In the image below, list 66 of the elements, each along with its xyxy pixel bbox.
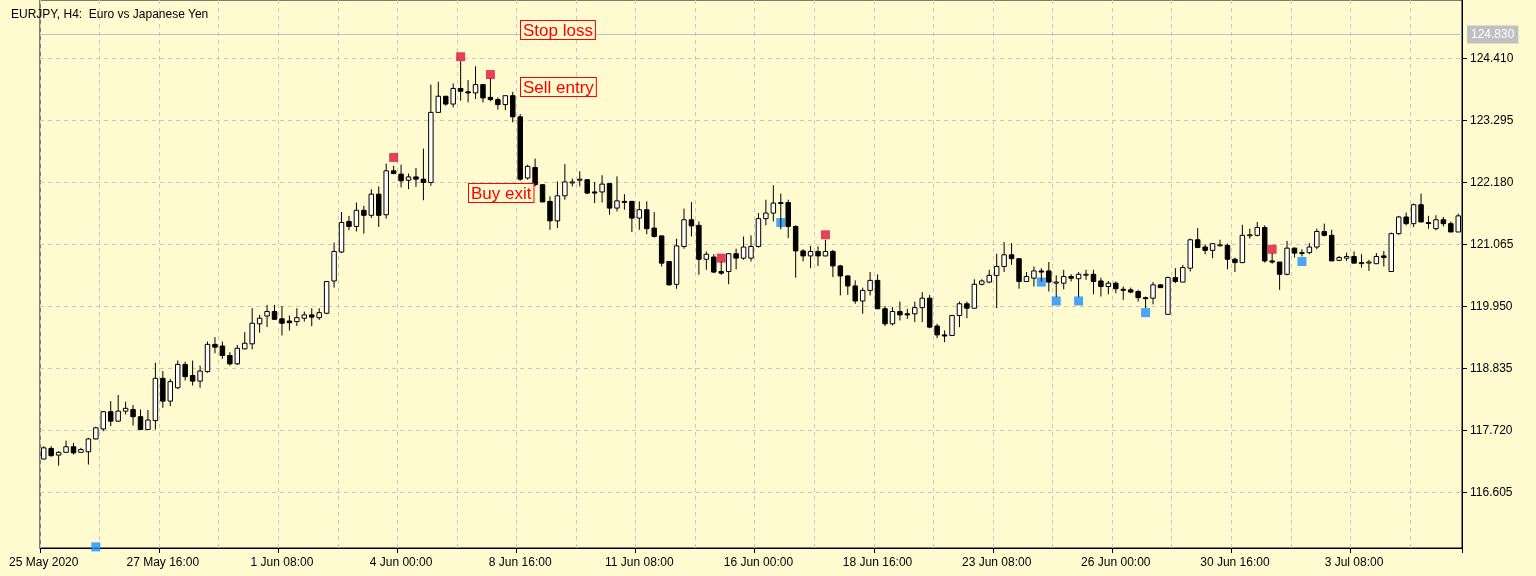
candlestick — [889, 306, 896, 326]
point — [820, 230, 830, 240]
y-tick-label: 116.605 — [1470, 485, 1513, 500]
point — [1267, 244, 1277, 254]
x-tick-label: 8 Jun 16:00 — [488, 555, 552, 569]
candlestick — [547, 195, 553, 231]
annotation: Stop loss — [523, 21, 593, 40]
x-tick-label: 1 Jun 08:00 — [250, 555, 314, 569]
x-tick-label: 26 Jun 00:00 — [1081, 555, 1151, 569]
point — [1141, 308, 1151, 318]
y-tick-label: 123.295 — [1470, 112, 1514, 127]
x-tick-label: 16 Jun 00:00 — [723, 555, 794, 569]
candlestick — [748, 234, 754, 262]
candlestick — [353, 202, 360, 232]
text: EURJPY, H4: Euro vs Japanese Yen — [11, 7, 209, 21]
x-tick-label: 4 Jun 00:00 — [369, 555, 433, 569]
candlestick — [413, 167, 419, 188]
point — [1036, 277, 1046, 287]
candlestick — [882, 305, 888, 327]
point — [716, 253, 726, 263]
candlestick — [1276, 261, 1283, 291]
candlestick — [1016, 258, 1022, 290]
x-tick-label: 18 Jun 16:00 — [842, 555, 913, 569]
candlestick — [1090, 269, 1097, 295]
candlestick — [212, 336, 218, 354]
annotation: Buy exit — [471, 184, 532, 203]
point — [485, 70, 495, 80]
candlestick — [1224, 243, 1231, 270]
candlestick — [420, 148, 427, 201]
annotation: Sell entry — [523, 78, 595, 97]
y-tick-label: 124.410 — [1470, 50, 1514, 65]
candlestick — [264, 304, 270, 328]
y-tick-label: 118.835 — [1470, 361, 1513, 376]
candlestick — [472, 65, 479, 100]
candlestick — [807, 245, 814, 269]
x-tick-label: 23 Jun 08:00 — [961, 555, 1032, 569]
candlestick — [740, 235, 747, 261]
candlestick — [614, 175, 620, 212]
y-tick-label: 117.720 — [1470, 423, 1513, 438]
candlestick — [85, 437, 92, 466]
point — [389, 152, 399, 162]
candlestick — [1418, 193, 1424, 223]
candlestick — [1358, 253, 1365, 269]
candlestick — [1150, 281, 1156, 305]
y-tick-label: 121.065 — [1470, 236, 1514, 251]
candlestick — [346, 215, 352, 231]
x-tick-label: 11 Jun 08:00 — [605, 555, 674, 569]
ref-line-label: 124.830 — [1471, 27, 1515, 42]
candlestick — [1083, 269, 1089, 281]
x-tick-label: 30 Jun 16:00 — [1200, 555, 1270, 569]
x-tick-label: 27 May 16:00 — [126, 555, 200, 569]
point — [456, 52, 466, 62]
x-tick-label: 3 Jul 08:00 — [1324, 555, 1384, 569]
y-tick-label: 119.950 — [1470, 298, 1513, 313]
candlestick — [688, 201, 695, 237]
point — [91, 542, 101, 552]
candlestick — [1217, 239, 1223, 247]
candlestick — [1008, 242, 1015, 266]
candlestick — [815, 245, 821, 267]
candlestick — [279, 305, 285, 336]
point — [1051, 296, 1061, 306]
point — [1074, 296, 1084, 306]
candlestick — [956, 301, 963, 328]
x-tick-label: 25 May 2020 — [9, 555, 79, 569]
y-tick-label: 122.180 — [1470, 174, 1514, 189]
point — [1297, 256, 1307, 266]
